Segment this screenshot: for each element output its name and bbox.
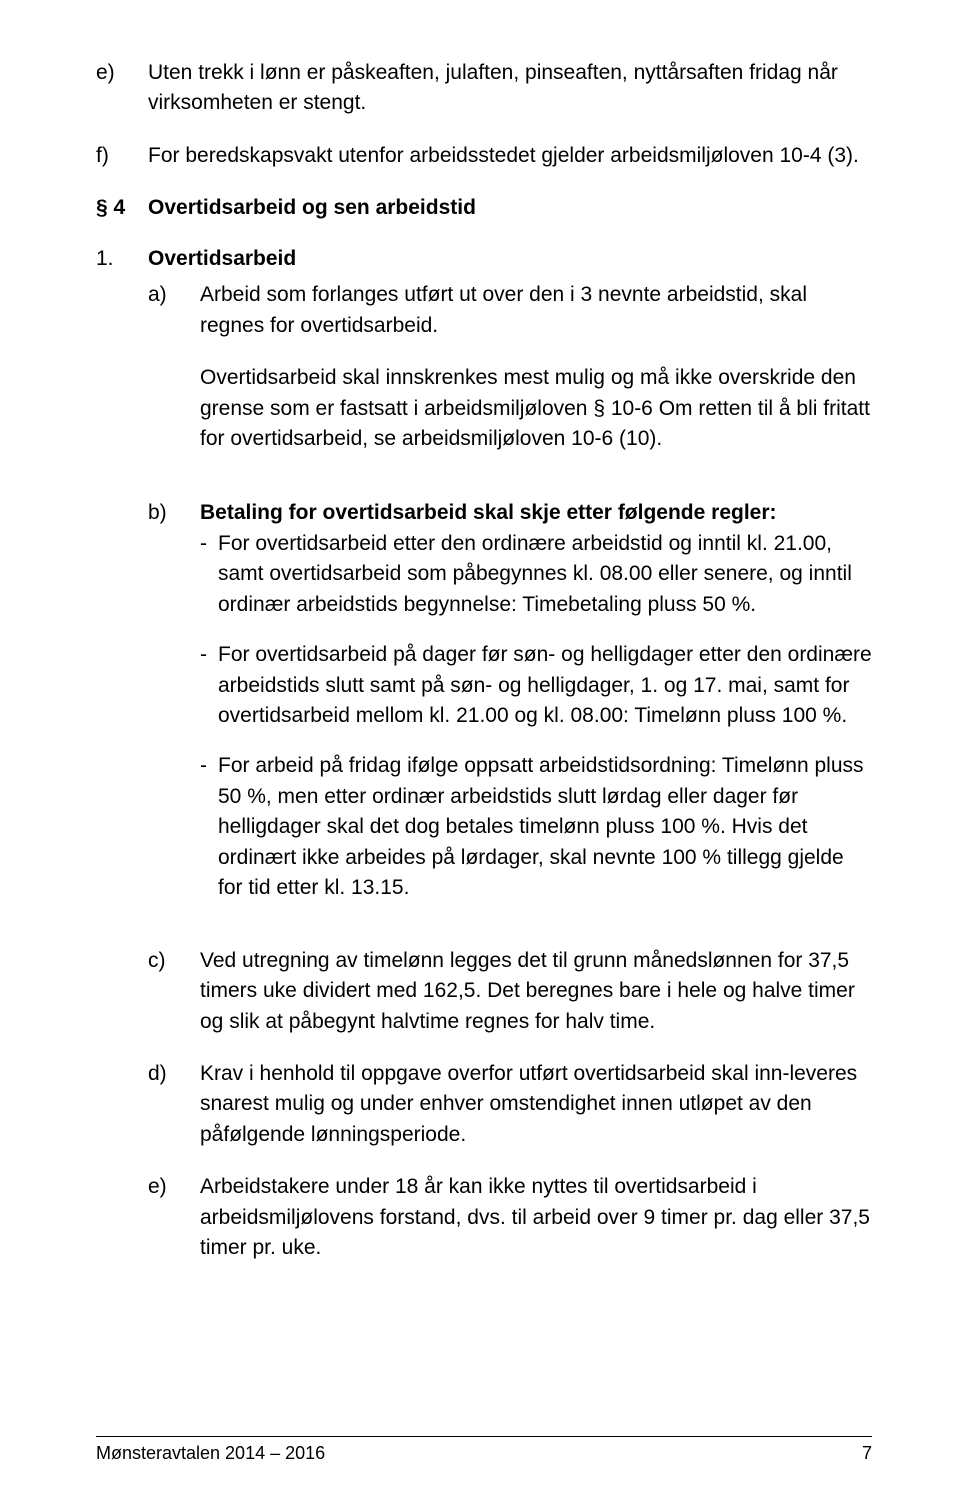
b-dash-1: - For overtidsarbeid etter den ordinære … (200, 529, 872, 620)
body-a: Arbeid som forlanges utført ut over den … (200, 280, 872, 476)
subsection-1-marker: 1. (96, 244, 148, 274)
b-dash-2-text: For overtidsarbeid på dager før søn- og … (218, 640, 872, 731)
a-para-1: Arbeid som forlanges utført ut over den … (200, 280, 872, 341)
list-item-d: d) Krav i henhold til oppgave overfor ut… (148, 1059, 872, 1150)
marker-c: c) (148, 946, 200, 1037)
a-para-2: Overtidsarbeid skal innskrenkes mest mul… (200, 363, 872, 454)
marker-e2: e) (148, 1172, 200, 1263)
page-footer: Mønsteravtalen 2014 – 2016 7 (96, 1436, 872, 1464)
text-e: Uten trekk i lønn er påskeaften, julafte… (148, 58, 872, 119)
list-item-e: e) Uten trekk i lønn er påskeaften, jula… (96, 58, 872, 119)
document-page: e) Uten trekk i lønn er påskeaften, jula… (0, 0, 960, 1494)
marker-e: e) (96, 58, 148, 119)
text-c: Ved utregning av timelønn legges det til… (200, 946, 872, 1037)
subsection-1-title: Overtidsarbeid (148, 244, 872, 274)
b-lead-row: Betaling for overtidsarbeid skal skje et… (200, 498, 872, 528)
section-4-heading: § 4 Overtidsarbeid og sen arbeidstid (96, 193, 872, 223)
dash-icon: - (200, 640, 218, 731)
list-item-e2: e) Arbeidstakere under 18 år kan ikke ny… (148, 1172, 872, 1263)
b-dash-3-text: For arbeid på fridag ifølge oppsatt arbe… (218, 751, 872, 903)
list-item-a: a) Arbeid som forlanges utført ut over d… (148, 280, 872, 476)
marker-a: a) (148, 280, 200, 476)
list-item-b: b) Betaling for overtidsarbeid skal skje… (148, 498, 872, 923)
subsection-1-list: a) Arbeid som forlanges utført ut over d… (148, 280, 872, 1263)
b-dash-2: - For overtidsarbeid på dager før søn- o… (200, 640, 872, 731)
b-dash-1-text: For overtidsarbeid etter den ordinære ar… (218, 529, 872, 620)
list-item-c: c) Ved utregning av timelønn legges det … (148, 946, 872, 1037)
text-e2: Arbeidstakere under 18 år kan ikke nytte… (200, 1172, 872, 1263)
section-4-title: Overtidsarbeid og sen arbeidstid (148, 193, 872, 223)
b-lead: Betaling for overtidsarbeid skal skje et… (200, 501, 777, 524)
text-f: For beredskapsvakt utenfor arbeidsstedet… (148, 141, 872, 171)
marker-b: b) (148, 498, 200, 923)
section-4-marker: § 4 (96, 193, 148, 223)
footer-page-number: 7 (862, 1443, 872, 1464)
body-b: Betaling for overtidsarbeid skal skje et… (200, 498, 872, 923)
list-item-f: f) For beredskapsvakt utenfor arbeidsste… (96, 141, 872, 171)
marker-d: d) (148, 1059, 200, 1150)
text-d: Krav i henhold til oppgave overfor utfør… (200, 1059, 872, 1150)
dash-icon: - (200, 529, 218, 620)
subsection-1-heading: 1. Overtidsarbeid (96, 244, 872, 274)
b-dash-3: - For arbeid på fridag ifølge oppsatt ar… (200, 751, 872, 903)
dash-icon: - (200, 751, 218, 903)
footer-left: Mønsteravtalen 2014 – 2016 (96, 1443, 325, 1464)
marker-f: f) (96, 141, 148, 171)
